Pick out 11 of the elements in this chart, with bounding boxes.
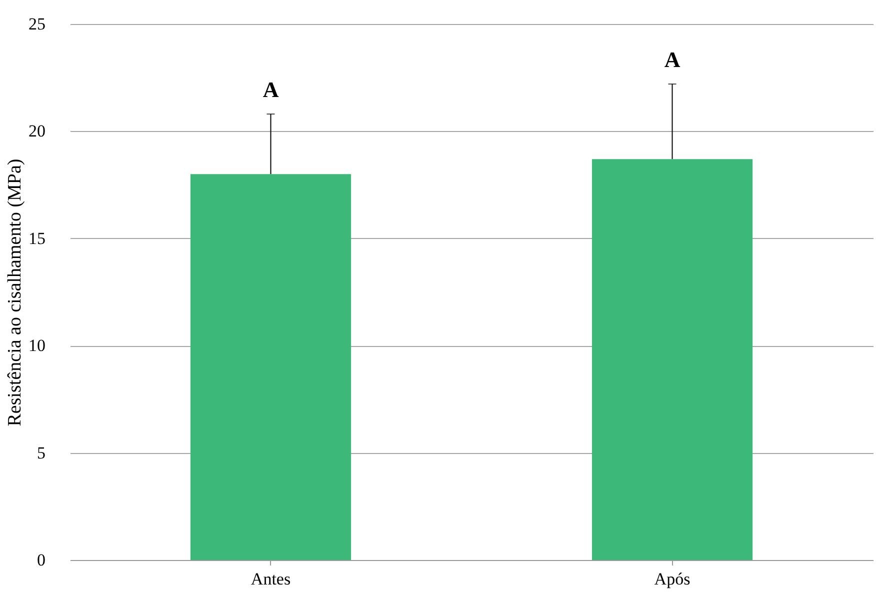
y-tick-label: 20 <box>28 122 46 141</box>
y-tick-label: 25 <box>28 14 46 34</box>
y-tick-label: 0 <box>37 550 46 570</box>
x-tick-label: Após <box>654 570 690 588</box>
x-tick-label: Antes <box>250 570 291 588</box>
annotation: A <box>262 77 279 102</box>
y-tick-label: 5 <box>37 443 46 462</box>
y-axis-title: Resistência ao cisalhamento (MPa) <box>4 158 26 426</box>
y-tick-label: 15 <box>28 228 46 248</box>
annotation: A <box>664 47 680 72</box>
y-tick-label: 10 <box>28 336 46 356</box>
